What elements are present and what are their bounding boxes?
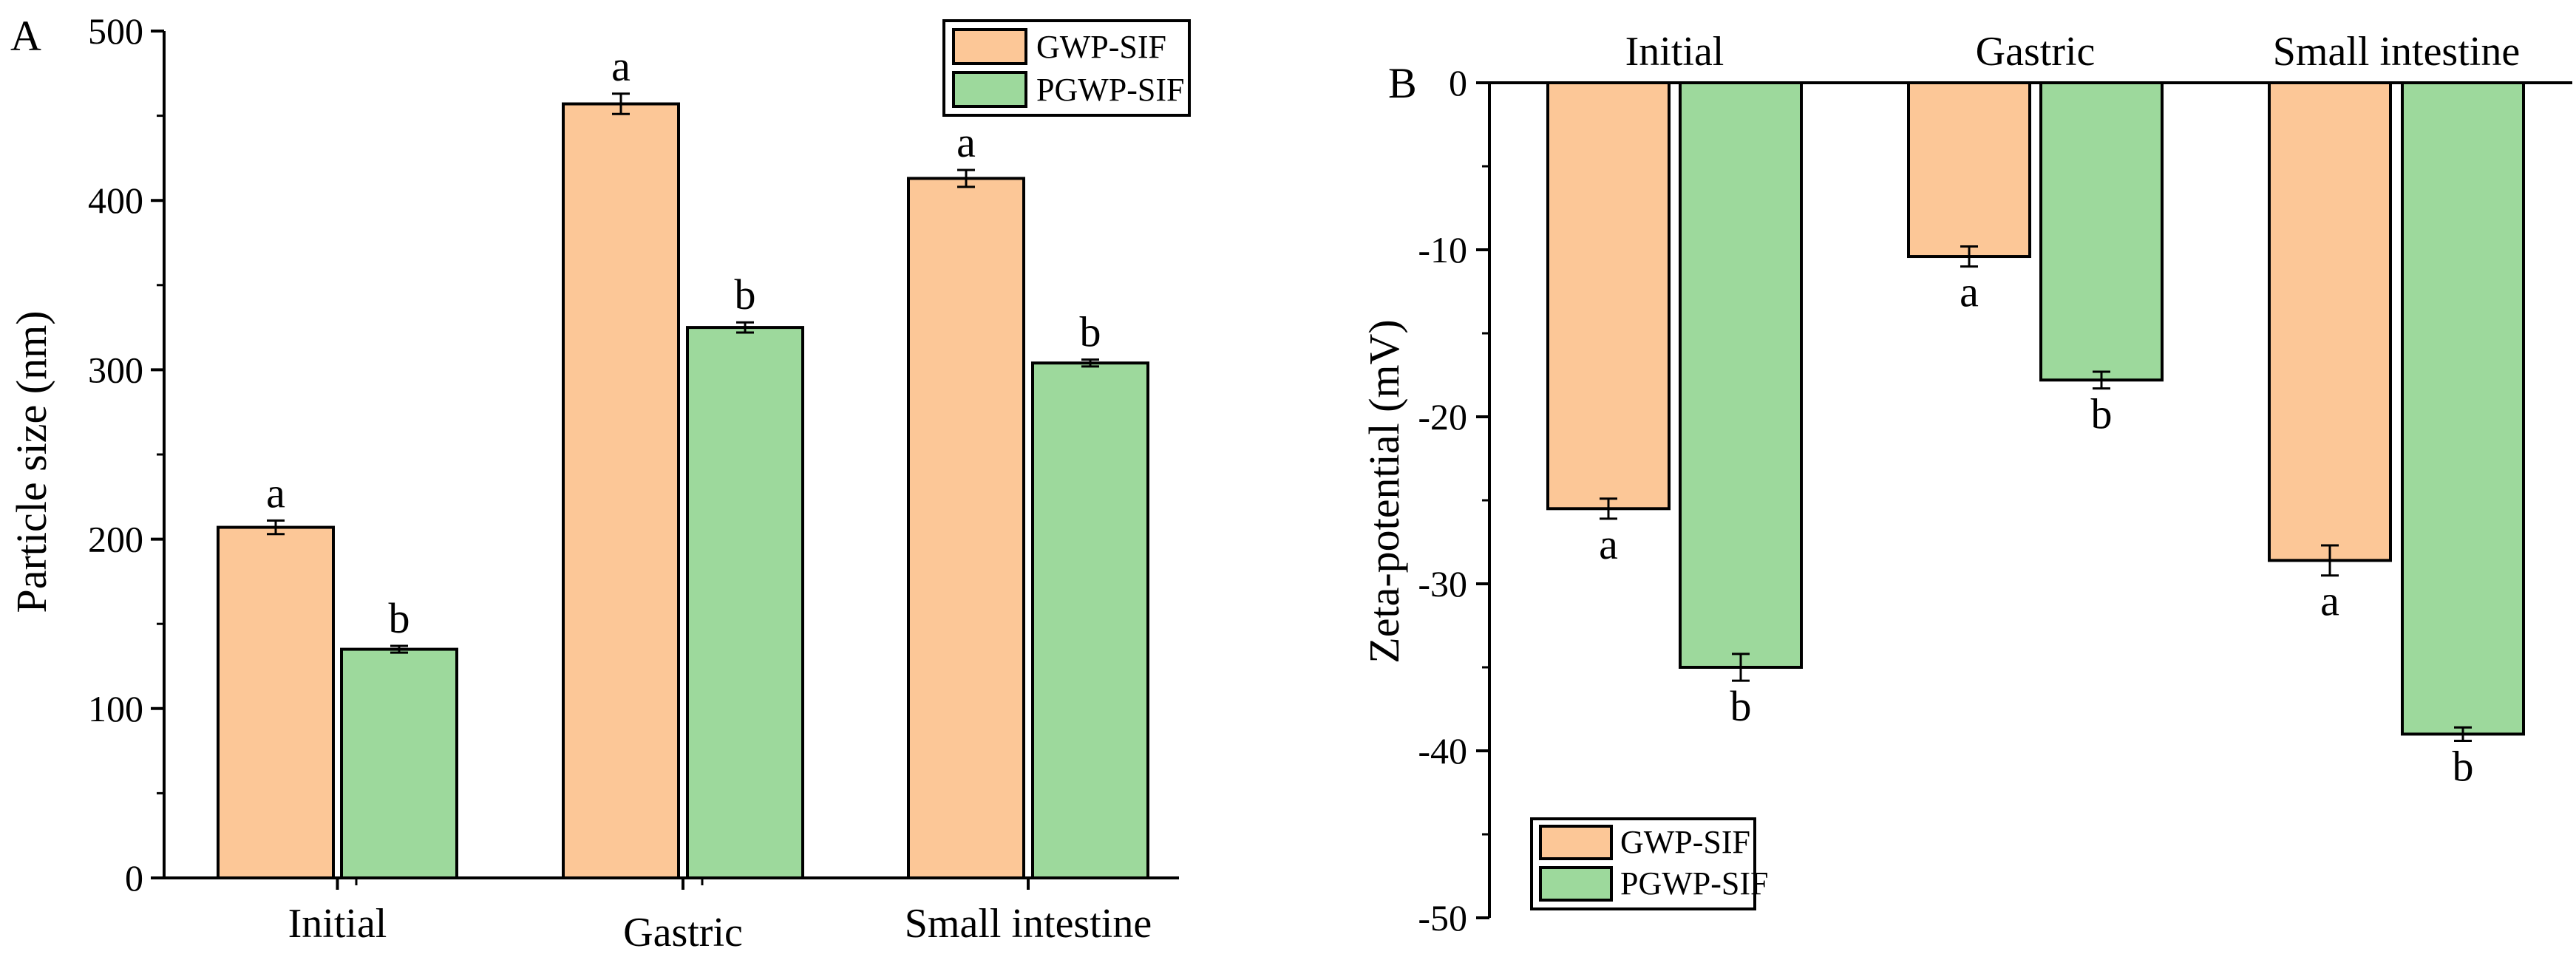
chart-a-bar bbox=[217, 525, 335, 880]
chart-a-error-bar bbox=[1081, 358, 1099, 368]
chart-a-significance-letter: a bbox=[266, 469, 285, 517]
chart-b-bars: a b a b a b bbox=[1546, 81, 2525, 790]
chart-a-bars: a b a b a b bbox=[217, 42, 1149, 880]
chart-b-legend-pgwp: PGWP-SIF bbox=[1620, 865, 1769, 902]
chart-b-significance-letter: b bbox=[2091, 390, 2113, 438]
chart-b-legend-swatch-pgwp bbox=[1539, 866, 1613, 902]
chart-b-significance-letter: a bbox=[1960, 268, 1979, 316]
chart-b-y-ticks: 0 -10 -20 -30 -40 -50 bbox=[1418, 62, 1489, 939]
chart-b-significance-letter: b bbox=[2453, 742, 2474, 790]
chart-b-y-tick-label: -30 bbox=[1418, 563, 1467, 604]
chart-b: B Zeta-potential (mV) 0 -10 -20 -30 -40 -50 a… bbox=[1360, 29, 2572, 939]
chart-a-ylabel: Particle size (nm) bbox=[7, 310, 55, 613]
chart-a-bar bbox=[1031, 361, 1149, 879]
chart-b-error-bar bbox=[1732, 653, 1750, 682]
chart-a-legend-swatch-pgwp bbox=[952, 71, 1027, 108]
chart-b-bar bbox=[2039, 81, 2164, 382]
chart-a-y-tick-label: 100 bbox=[88, 688, 143, 729]
chart-a-bar bbox=[686, 326, 804, 880]
panel-b-label: B bbox=[1388, 59, 1417, 107]
chart-a-error-bar bbox=[390, 644, 408, 654]
chart-a-legend-swatch-gwp bbox=[952, 28, 1027, 65]
chart-b-y-tick-label: -50 bbox=[1418, 897, 1467, 939]
chart-a-significance-letter: b bbox=[389, 594, 410, 642]
chart-b-x-tick-labels: Initial Gastric Small intestine bbox=[1625, 29, 2521, 75]
chart-b-legend-gwp: GWP-SIF bbox=[1620, 824, 1750, 860]
chart-a-bar bbox=[907, 177, 1025, 880]
chart-b-significance-letter: a bbox=[1599, 520, 1618, 568]
chart-b-category-label: Gastric bbox=[1976, 29, 2096, 75]
chart-a-bar bbox=[562, 102, 680, 879]
chart-b-significance-letter: a bbox=[2320, 577, 2339, 625]
chart-b-bar bbox=[1679, 81, 1803, 669]
chart-a-category-label: Gastric bbox=[623, 910, 743, 956]
chart-b-bar bbox=[2268, 81, 2392, 562]
chart-b-y-tick-label: -40 bbox=[1418, 730, 1467, 772]
chart-b-bar bbox=[1907, 81, 2031, 259]
chart-a-error-bar bbox=[736, 321, 754, 334]
chart-a-y-tick-label: 300 bbox=[88, 349, 143, 390]
chart-a-significance-letter: b bbox=[735, 270, 756, 319]
chart-a: A Particle size (nm) 0 100 200 300 400 500 a b… bbox=[7, 10, 1191, 956]
chart-a-y-tick-label: 200 bbox=[88, 519, 143, 560]
chart-b-significance-letter: b bbox=[1730, 682, 1752, 730]
chart-a-error-bar bbox=[267, 519, 285, 536]
chart-a-x-tick-labels: Initial Gastric Small intestine bbox=[288, 878, 1152, 956]
chart-a-error-bar bbox=[957, 168, 975, 188]
chart-b-bar bbox=[1546, 81, 1671, 511]
chart-b-category-label: Initial bbox=[1625, 29, 1724, 75]
chart-a-y-tick-label: 400 bbox=[88, 180, 143, 221]
chart-a-error-bar bbox=[612, 92, 630, 115]
chart-a-legend: GWP-SIF PGWP-SIF bbox=[942, 19, 1191, 117]
chart-b-y-tick-label: 0 bbox=[1449, 62, 1467, 103]
chart-a-category-label: Initial bbox=[288, 901, 387, 947]
chart-a-significance-letter: b bbox=[1080, 308, 1101, 356]
chart-b-error-bar bbox=[1600, 497, 1617, 520]
chart-b-category-label: Small intestine bbox=[2273, 29, 2520, 75]
chart-b-y-tick-label: -10 bbox=[1418, 229, 1467, 270]
chart-b-y-tick-label: -20 bbox=[1418, 396, 1467, 437]
chart-a-significance-letter: a bbox=[956, 118, 976, 166]
chart-b-error-bar bbox=[2321, 544, 2339, 577]
chart-a-y-ticks: 0 100 200 300 400 500 bbox=[88, 10, 164, 899]
chart-a-y-tick-label: 0 bbox=[125, 857, 143, 899]
chart-a-category-label: Small intestine bbox=[905, 901, 1152, 947]
chart-a-significance-letter: a bbox=[611, 42, 631, 90]
panel-a-label: A bbox=[10, 12, 41, 60]
chart-a-y-tick-label: 500 bbox=[88, 10, 143, 52]
chart-b-error-bar bbox=[2454, 726, 2472, 742]
chart-a-legend-gwp: GWP-SIF bbox=[1036, 29, 1166, 65]
chart-b-error-bar bbox=[1960, 245, 1978, 268]
chart-b-legend: GWP-SIF PGWP-SIF bbox=[1530, 817, 1769, 910]
chart-a-bar bbox=[340, 647, 458, 880]
chart-b-error-bar bbox=[2093, 370, 2110, 390]
chart-a-legend-pgwp: PGWP-SIF bbox=[1036, 72, 1185, 108]
chart-b-bar bbox=[2401, 81, 2525, 736]
chart-b-ylabel: Zeta-potential (mV) bbox=[1360, 319, 1408, 663]
chart-b-legend-swatch-gwp bbox=[1539, 825, 1613, 860]
